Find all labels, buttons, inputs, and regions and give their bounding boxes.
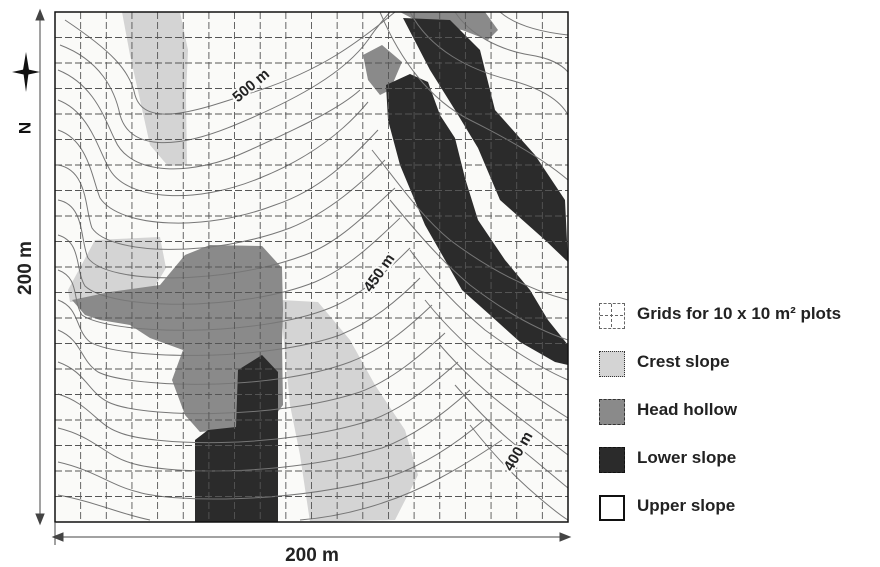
- crest-slope-zone-center: [280, 300, 418, 522]
- north-label: N: [15, 122, 34, 134]
- grid-swatch-icon: [599, 303, 625, 329]
- lower-slope-zones: [195, 18, 568, 522]
- plot-grid: [55, 12, 568, 522]
- legend-label-lower: Lower slope: [637, 448, 737, 467]
- upper-slope-swatch-icon: [599, 495, 625, 521]
- legend-item-head: Head hollow: [596, 394, 880, 442]
- legend-item-crest: Crest slope: [596, 346, 880, 394]
- legend-label-crest: Crest slope: [637, 352, 730, 371]
- head-hollow-zone-center: [72, 245, 283, 432]
- legend-label-head: Head hollow: [637, 400, 738, 419]
- lower-slope-swatch-icon: [599, 447, 625, 473]
- legend-item-grid: Grids for 10 x 10 m² plots: [596, 298, 880, 346]
- contour-lines: [57, 11, 569, 521]
- lower-slope-zone-main-band: [386, 74, 568, 365]
- width-label: 200 m: [285, 545, 339, 566]
- crest-slope-zone-top: [122, 12, 188, 166]
- legend: Grids for 10 x 10 m² plots Crest slope H…: [596, 298, 880, 538]
- height-label: 200 m: [15, 241, 36, 295]
- legend-item-upper: Upper slope: [596, 490, 880, 538]
- lower-slope-zone-north-band: [403, 18, 568, 262]
- crest-slope-zone-left: [68, 237, 166, 302]
- head-hollow-swatch-icon: [599, 399, 625, 425]
- north-arrow-icon: [12, 52, 40, 92]
- width-dimension-arrow: [51, 522, 572, 545]
- crest-slope-swatch-icon: [599, 351, 625, 377]
- crest-slope-zones: [68, 12, 418, 522]
- legend-label-grid: Grids for 10 x 10 m² plots: [637, 304, 842, 323]
- map-border: [54, 11, 569, 523]
- legend-label-upper: Upper slope: [637, 496, 736, 515]
- lower-slope-zone-south: [195, 355, 278, 522]
- height-dimension-arrow: [35, 8, 45, 526]
- legend-item-lower: Lower slope: [596, 442, 880, 490]
